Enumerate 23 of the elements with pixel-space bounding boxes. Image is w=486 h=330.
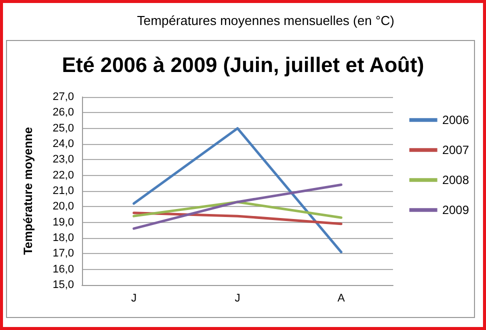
y-tick-label: 20,0	[52, 200, 74, 213]
y-tick-label: 18,0	[52, 232, 74, 244]
y-tick-label: 17,0	[52, 248, 74, 260]
x-tick-label: J	[234, 292, 240, 304]
y-tick-label: 26,0	[52, 106, 74, 119]
y-tick-label: 19,0	[52, 216, 74, 228]
x-tick-label: A	[337, 292, 346, 304]
y-axis-title: Température moyenne	[21, 126, 35, 255]
y-tick-label: 21,0	[52, 185, 74, 197]
legend-label: 2007	[442, 143, 470, 157]
y-tick-label: 25,0	[52, 122, 74, 134]
chart-title: Températures moyennes mensuelles (en °C)	[137, 13, 394, 28]
y-tick-label: 24,0	[52, 138, 74, 150]
y-tick-label: 22,0	[52, 169, 74, 182]
chart-subtitle: Eté 2006 à 2009 (Juin, juillet et Août)	[62, 54, 424, 77]
legend-label: 2006	[442, 113, 470, 127]
y-tick-label: 23,0	[52, 154, 74, 166]
legend-label: 2009	[442, 203, 470, 217]
y-tick-label: 27,0	[52, 91, 74, 103]
x-tick-label: J	[131, 292, 137, 304]
y-tick-label: 16,0	[52, 263, 74, 276]
legend-label: 2008	[442, 173, 470, 187]
y-tick-label: 15,0	[52, 279, 74, 291]
